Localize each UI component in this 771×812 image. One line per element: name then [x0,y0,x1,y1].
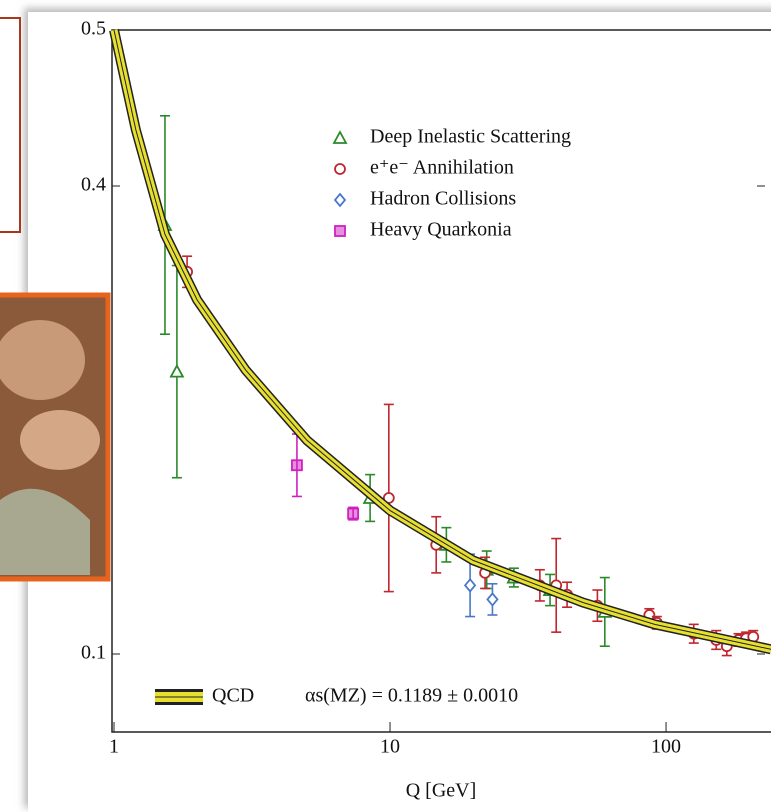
legend-label: Hadron Collisions [370,188,516,210]
data-point [169,363,185,378]
painting-figure [0,320,85,400]
data-point [486,591,499,607]
legend-marker [333,192,347,208]
legend-marker [334,225,346,237]
legend-label: Heavy Quarkonia [370,219,512,241]
x-tick-label: 100 [651,736,681,758]
legend-label: Deep Inelastic Scattering [370,126,571,148]
frame [28,12,771,812]
x-tick-label: 10 [380,736,400,758]
data-point [463,577,477,593]
data-point [291,459,303,472]
y-tick-label: 0.4 [81,174,106,196]
legend-marker [334,163,346,175]
curve [113,29,771,650]
data-point [347,507,360,520]
legend-label: QCD [212,685,254,707]
annotation: αs(MZ) = 0.1189 ± 0.0010 [305,685,518,707]
painting-ground [0,488,90,575]
y-tick-label: 0.1 [81,642,106,664]
legend-label: e⁺e⁻ Annihilation [370,157,514,179]
x-tick-label: 1 [109,736,119,758]
plot-area [111,29,771,733]
legend-marker [332,130,348,144]
plot [109,28,771,732]
y-tick-label: 0.5 [81,18,106,40]
side-box [0,17,21,233]
painting-figure [20,410,100,470]
x-axis-label: Q [GeV] [406,780,477,802]
